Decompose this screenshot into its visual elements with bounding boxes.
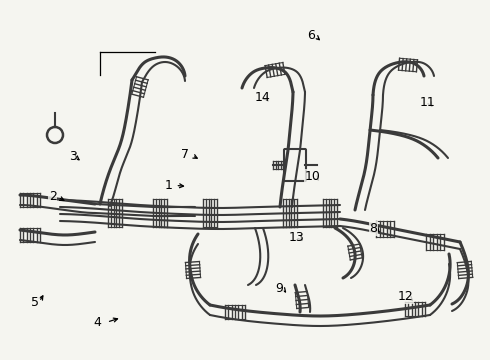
Text: 4: 4: [93, 316, 101, 329]
Text: 2: 2: [49, 190, 57, 203]
Text: 6: 6: [307, 29, 315, 42]
Text: 3: 3: [69, 150, 76, 163]
Text: 14: 14: [254, 91, 270, 104]
Text: 13: 13: [289, 231, 305, 244]
Text: 9: 9: [275, 282, 283, 294]
Text: 12: 12: [398, 291, 414, 303]
Text: 10: 10: [305, 170, 320, 183]
Text: 1: 1: [165, 179, 173, 192]
Text: 5: 5: [31, 296, 39, 309]
Text: 8: 8: [369, 222, 377, 235]
Text: 7: 7: [181, 148, 189, 161]
Text: 11: 11: [419, 96, 435, 109]
